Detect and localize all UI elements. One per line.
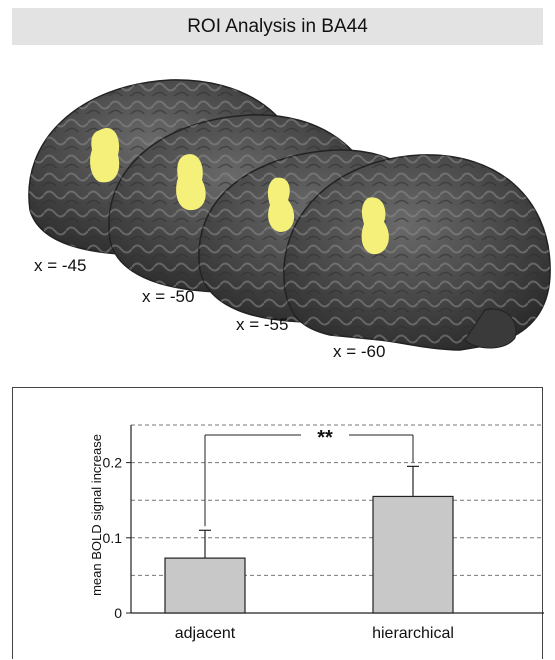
y-tick-label: 0.1 — [103, 530, 123, 546]
y-axis-label: mean BOLD signal increase — [89, 434, 104, 596]
category-label: hierarchical — [372, 625, 454, 642]
slice-label-1: x = -45 — [34, 256, 87, 275]
y-tick-label: 0 — [114, 605, 122, 621]
slice-label-4: x = -60 — [333, 342, 386, 361]
significance-label: ** — [317, 427, 333, 449]
brain-slice-4 — [283, 154, 551, 351]
bar — [372, 495, 454, 614]
bar-chart-panel: 0 0.1 0.2 mean BOLD signal increase adjacent… — [12, 387, 544, 659]
page-title: ROI Analysis in BA44 — [12, 8, 543, 45]
slice-label-3: x = -55 — [236, 315, 289, 334]
category-label: adjacent — [175, 625, 236, 642]
brain-renderings — [28, 79, 551, 351]
slice-label-2: x = -50 — [142, 287, 195, 306]
title-text: ROI Analysis in BA44 — [187, 15, 368, 37]
y-tick-label: 0.2 — [103, 455, 123, 471]
bar — [164, 557, 246, 614]
